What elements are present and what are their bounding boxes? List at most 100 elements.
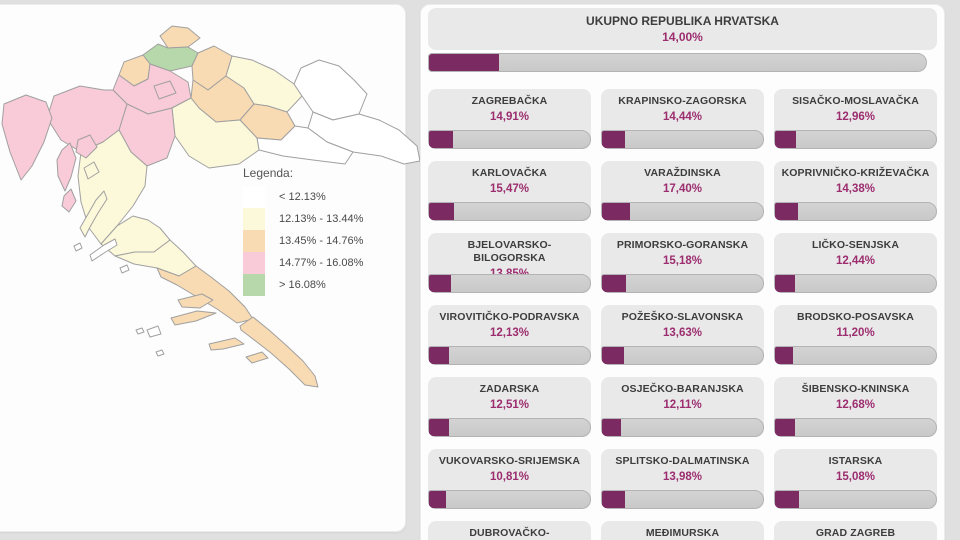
county-bar — [774, 130, 937, 149]
county-value: 14,91% — [489, 111, 529, 123]
county-name: SPLITSKO-DALMATINSKA — [615, 455, 750, 467]
county-bar-fill — [429, 275, 452, 292]
county-card[interactable]: GRAD ZAGREB — [774, 521, 937, 540]
county-name: VARAŽDINSKA — [644, 167, 721, 179]
county-name: LIČKO-SENJSKA — [811, 239, 900, 251]
map-region-dubrovacko-neretvanska[interactable] — [239, 316, 319, 388]
county-value: 12,44% — [835, 255, 875, 267]
legend-swatch — [243, 208, 265, 230]
map-region-brodsko-posavska[interactable] — [256, 125, 354, 165]
county-card[interactable]: DUBROVAČKO-NERETVANSKA — [428, 521, 591, 540]
county-value: 13,63% — [662, 327, 702, 339]
island-losinj — [61, 188, 77, 213]
county-card[interactable]: KARLOVAČKA 15,47% — [428, 161, 591, 221]
county-value: 12,51% — [489, 399, 529, 411]
county-card[interactable]: VUKOVARSKO-SRIJEMSKA 10,81% — [428, 449, 591, 509]
map-region-osjecko-baranjska[interactable] — [293, 59, 368, 121]
legend: Legenda: < 12.13% 12.13% - 13.44% 13.45%… — [243, 166, 363, 296]
county-bar — [774, 418, 937, 437]
county-value: 10,81% — [489, 471, 529, 483]
county-card[interactable]: OSJEČKO-BARANJSKA 12,11% — [601, 377, 764, 437]
county-card[interactable]: MEĐIMURSKA — [601, 521, 764, 540]
map-region-istarska[interactable] — [1, 94, 53, 181]
national-bar — [428, 53, 927, 72]
county-bar — [601, 490, 764, 509]
islet — [155, 349, 165, 357]
legend-label: 13.45% - 14.76% — [279, 235, 364, 247]
county-card[interactable]: ŠIBENSKO-KNINSKA 12,68% — [774, 377, 937, 437]
county-card[interactable]: BJELOVARSKO-BILOGORSKA 13,85% — [428, 233, 591, 293]
county-card[interactable]: VARAŽDINSKA 17,40% — [601, 161, 764, 221]
county-bar — [774, 346, 937, 365]
county-bar-fill — [775, 203, 799, 220]
county-card[interactable]: SPLITSKO-DALMATINSKA 13,98% — [601, 449, 764, 509]
county-name: ZAGREBAČKA — [471, 95, 548, 107]
county-bar-fill — [602, 491, 625, 508]
county-grid: ZAGREBAČKA 14,91% KRAPINSKO-ZAGORSKA 14,… — [428, 89, 937, 540]
map-region-medjimurska[interactable] — [159, 25, 201, 49]
county-bar-fill — [602, 347, 624, 364]
county-bar — [774, 274, 937, 293]
national-title: UKUPNO REPUBLIKA HRVATSKA — [586, 14, 779, 28]
county-name: DUBROVAČKO-NERETVANSKA — [469, 527, 550, 539]
legend-label: 14.77% - 16.08% — [279, 257, 364, 269]
county-bar — [428, 346, 591, 365]
county-value: 13,98% — [662, 471, 702, 483]
county-value: 14,44% — [662, 111, 702, 123]
county-bar-fill — [602, 419, 622, 436]
county-card[interactable]: ISTARSKA 15,08% — [774, 449, 937, 509]
county-card[interactable]: KOPRIVNIČKO-KRIŽEVAČKA 14,38% — [774, 161, 937, 221]
legend-title: Legenda: — [243, 166, 294, 180]
national-card[interactable]: UKUPNO REPUBLIKA HRVATSKA 14,00% — [428, 8, 937, 50]
county-card[interactable]: ZADARSKA 12,51% — [428, 377, 591, 437]
county-bar-fill — [602, 203, 630, 220]
county-card[interactable]: PRIMORSKO-GORANSKA 15,18% — [601, 233, 764, 293]
county-name: VIROVITIČKO-PODRAVSKA — [439, 311, 580, 323]
county-card[interactable]: KRAPINSKO-ZAGORSKA 14,44% — [601, 89, 764, 149]
legend-item: < 12.13% — [243, 186, 363, 208]
national-bar-fill — [429, 54, 499, 71]
county-bar-fill — [429, 419, 450, 436]
county-name: SISAČKO-MOSLAVAČKA — [792, 95, 919, 107]
county-bar-fill — [775, 275, 796, 292]
county-name: BJELOVARSKO-BILOGORSKA — [467, 239, 552, 264]
county-card[interactable]: SISAČKO-MOSLAVAČKA 12,96% — [774, 89, 937, 149]
county-value: 17,40% — [662, 183, 702, 195]
island-dugi-otok — [89, 238, 118, 262]
county-card[interactable]: ZAGREBAČKA 14,91% — [428, 89, 591, 149]
legend-swatch — [243, 186, 265, 208]
islet — [119, 264, 130, 274]
county-value: 15,47% — [489, 183, 529, 195]
island-krk — [75, 134, 98, 159]
county-card[interactable]: POŽEŠKO-SLAVONSKA 13,63% — [601, 305, 764, 365]
national-value: 14,00% — [662, 30, 703, 44]
island-korcula — [208, 337, 245, 351]
island-hvar — [170, 310, 217, 326]
map-region-grad-zagreb[interactable] — [153, 80, 177, 100]
legend-item: 12.13% - 13.44% — [243, 208, 363, 230]
county-card[interactable]: VIROVITIČKO-PODRAVSKA 12,13% — [428, 305, 591, 365]
county-bar-fill — [602, 131, 626, 148]
county-name: KRAPINSKO-ZAGORSKA — [618, 95, 747, 107]
county-bar — [601, 130, 764, 149]
county-bar — [601, 418, 764, 437]
county-name: ISTARSKA — [828, 455, 883, 467]
county-card[interactable]: LIČKO-SENJSKA 12,44% — [774, 233, 937, 293]
county-bar — [428, 202, 591, 221]
county-name: OSJEČKO-BARANJSKA — [621, 383, 744, 395]
county-bar-fill — [775, 419, 796, 436]
legend-label: > 16.08% — [279, 279, 326, 291]
county-value: 15,18% — [662, 255, 702, 267]
county-value: 12,96% — [835, 111, 875, 123]
county-bar-fill — [429, 203, 454, 220]
island-brac — [177, 293, 214, 309]
county-bar-fill — [775, 491, 800, 508]
islet — [135, 327, 145, 335]
county-name: MEĐIMURSKA — [645, 527, 720, 539]
map-region-sibensko-kninska[interactable] — [114, 239, 197, 277]
legend-item: 13.45% - 14.76% — [243, 230, 363, 252]
county-card[interactable]: BRODSKO-POSAVSKA 11,20% — [774, 305, 937, 365]
county-value: 12,11% — [663, 399, 702, 411]
